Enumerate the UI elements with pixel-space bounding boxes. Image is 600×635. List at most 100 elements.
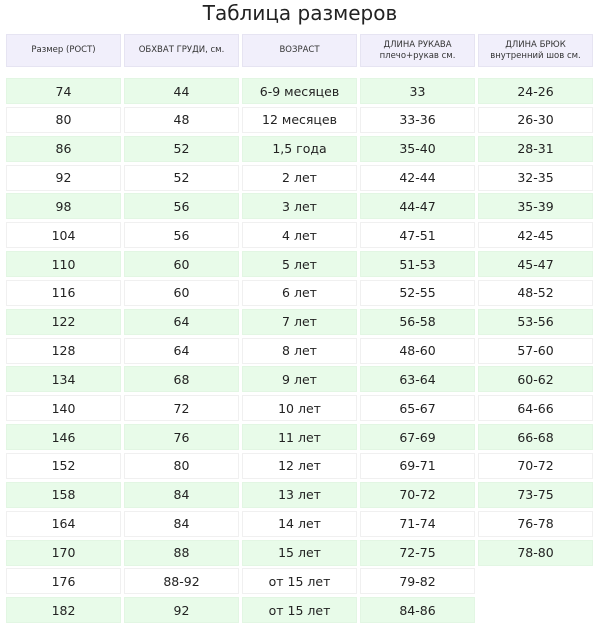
table-header: Размер (РОСТ) ОБХВАТ ГРУДИ, см. ВОЗРАСТ ДЛИ… [6, 34, 593, 67]
table-cell: 48 [124, 106, 239, 133]
table-cell: 104 [6, 222, 121, 249]
table-cell: 42-44 [360, 164, 475, 191]
table-cell: 86 [6, 135, 121, 162]
column-header: ВОЗРАСТ [242, 34, 357, 67]
table-cell: 146 [6, 424, 121, 451]
table-cell: 116 [6, 279, 121, 306]
table-cell: 3 лет [242, 193, 357, 220]
table-cell: 84 [124, 481, 239, 508]
column-header: ОБХВАТ ГРУДИ, см. [124, 34, 239, 67]
table-cell: 48-52 [478, 279, 593, 306]
table-cell: 66-68 [478, 424, 593, 451]
table-cell: 56-58 [360, 308, 475, 335]
table-cell: 69-71 [360, 452, 475, 479]
table-cell: 164 [6, 510, 121, 537]
table-cell: 26-30 [478, 106, 593, 133]
table-row: 158 84 13 лет 70-72 73-75 [6, 481, 593, 508]
table-cell: 53-56 [478, 308, 593, 335]
table-cell: 134 [6, 366, 121, 393]
column-header-line2: внутренний шов см. [490, 50, 581, 61]
table-cell: 60 [124, 251, 239, 278]
table-cell: 92 [6, 164, 121, 191]
table-cell: 72-75 [360, 539, 475, 566]
table-cell: 68 [124, 366, 239, 393]
table-row: 80 48 12 месяцев 33-36 26-30 [6, 106, 593, 133]
table-row: 116 60 6 лет 52-55 48-52 [6, 279, 593, 306]
table-cell: 140 [6, 395, 121, 422]
table-cell: 6 лет [242, 279, 357, 306]
table-cell: от 15 лет [242, 597, 357, 624]
table-row: 110 60 5 лет 51-53 45-47 [6, 251, 593, 278]
table-row: 152 80 12 лет 69-71 70-72 [6, 452, 593, 479]
table-cell: 52-55 [360, 279, 475, 306]
table-cell: 32-35 [478, 164, 593, 191]
table-cell: 71-74 [360, 510, 475, 537]
table-cell: 176 [6, 568, 121, 595]
table-cell: 15 лет [242, 539, 357, 566]
table-cell: 51-53 [360, 251, 475, 278]
table-cell: 70-72 [360, 481, 475, 508]
table-row: 122 64 7 лет 56-58 53-56 [6, 308, 593, 335]
table-cell: 152 [6, 452, 121, 479]
table-cell: 2 лет [242, 164, 357, 191]
column-header-line1: ОБХВАТ ГРУДИ, см. [138, 45, 225, 55]
table-cell: 128 [6, 337, 121, 364]
table-cell: 76 [124, 424, 239, 451]
table-cell: 67-69 [360, 424, 475, 451]
table-cell: 73-75 [478, 481, 593, 508]
table-cell: 13 лет [242, 481, 357, 508]
table-cell: 80 [6, 106, 121, 133]
table-cell: 64-66 [478, 395, 593, 422]
table-cell: 7 лет [242, 308, 357, 335]
table-row: 164 84 14 лет 71-74 76-78 [6, 510, 593, 537]
table-cell [478, 597, 593, 623]
table-cell: 35-39 [478, 193, 593, 220]
table-cell: 47-51 [360, 222, 475, 249]
table-row: 92 52 2 лет 42-44 32-35 [6, 164, 593, 191]
table-cell: 170 [6, 539, 121, 566]
table-cell: 78-80 [478, 539, 593, 566]
table-cell: 63-64 [360, 366, 475, 393]
table-cell: 6-9 месяцев [242, 78, 357, 104]
table-cell: 33-36 [360, 106, 475, 133]
table-cell: 4 лет [242, 222, 357, 249]
column-header-line1: ВОЗРАСТ [279, 45, 320, 55]
table-cell: 42-45 [478, 222, 593, 249]
table-cell: 182 [6, 597, 121, 624]
table-row: 170 88 15 лет 72-75 78-80 [6, 539, 593, 566]
table-row: 104 56 4 лет 47-51 42-45 [6, 222, 593, 249]
table-cell: 1,5 года [242, 135, 357, 162]
table-cell: 52 [124, 135, 239, 162]
table-row: 176 88-92 от 15 лет 79-82 [6, 568, 593, 595]
table-cell: 11 лет [242, 424, 357, 451]
table-row: 146 76 11 лет 67-69 66-68 [6, 424, 593, 451]
table-cell: 33 [360, 78, 475, 104]
table-cell: 88-92 [124, 568, 239, 595]
table-cell: 70-72 [478, 452, 593, 479]
table-cell: 12 лет [242, 452, 357, 479]
table-cell: 88 [124, 539, 239, 566]
table-row: 140 72 10 лет 65-67 64-66 [6, 395, 593, 422]
table-cell: 56 [124, 193, 239, 220]
table-row: 182 92 от 15 лет 84-86 [6, 597, 593, 624]
column-header: ДЛИНА БРЮК внутренний шов см. [478, 34, 593, 67]
table-cell: 14 лет [242, 510, 357, 537]
table-cell: 28-31 [478, 135, 593, 162]
table-cell: от 15 лет [242, 568, 357, 595]
column-header-line2: плечо+рукав см. [379, 50, 456, 61]
table-row: 98 56 3 лет 44-47 35-39 [6, 193, 593, 220]
table-cell: 122 [6, 308, 121, 335]
table-cell: 45-47 [478, 251, 593, 278]
table-cell: 158 [6, 481, 121, 508]
table-cell: 56 [124, 222, 239, 249]
table-cell: 98 [6, 193, 121, 220]
table-cell: 12 месяцев [242, 106, 357, 133]
table-cell: 65-67 [360, 395, 475, 422]
table-cell: 80 [124, 452, 239, 479]
page-title: Таблица размеров [202, 1, 398, 25]
column-header-line1: ДЛИНА РУКАВА [383, 39, 452, 50]
table-cell: 48-60 [360, 337, 475, 364]
table-cell: 60-62 [478, 366, 593, 393]
table-row: 128 64 8 лет 48-60 57-60 [6, 337, 593, 364]
table-cell: 44 [124, 78, 239, 104]
